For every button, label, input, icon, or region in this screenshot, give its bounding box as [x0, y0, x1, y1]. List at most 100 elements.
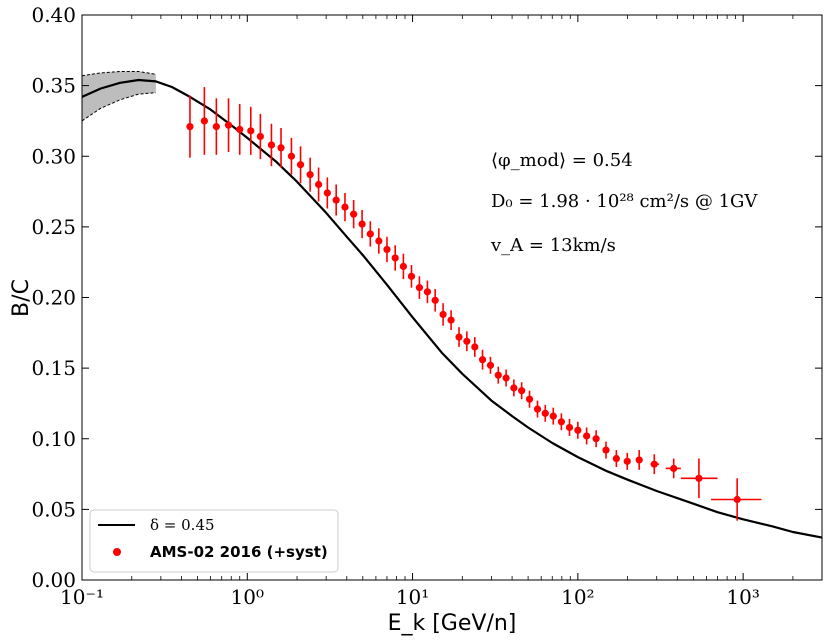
data-point	[602, 441, 610, 459]
data-point	[423, 280, 432, 304]
x-tick-label: 10⁰	[231, 585, 264, 609]
y-tick-label: 0.00	[31, 568, 76, 592]
data-marker	[287, 152, 296, 160]
data-point	[224, 98, 233, 153]
data-marker	[323, 189, 331, 197]
data-marker	[314, 180, 323, 189]
data-marker	[341, 203, 349, 211]
data-marker	[478, 356, 487, 364]
model-uncertainty-band	[81, 71, 156, 122]
data-point	[375, 228, 383, 254]
data-point	[478, 349, 487, 370]
data-point	[366, 221, 374, 247]
data-point	[502, 369, 510, 387]
y-tick-label: 0.15	[31, 356, 76, 380]
band-lower-edge	[81, 92, 156, 122]
data-marker	[256, 132, 264, 141]
data-point	[341, 192, 349, 222]
data-marker	[733, 495, 741, 504]
data-point	[623, 452, 631, 470]
data-point	[583, 427, 591, 445]
y-tick-label: 0.30	[31, 144, 76, 168]
data-marker	[366, 230, 374, 238]
data-point	[447, 310, 455, 330]
data-marker	[200, 117, 208, 125]
data-point	[256, 113, 264, 160]
data-point	[236, 103, 244, 155]
data-point	[431, 289, 439, 312]
data-point	[486, 356, 495, 374]
data-marker	[439, 310, 447, 319]
data-point	[574, 421, 582, 439]
legend: δ = 0.45 AMS-02 2016 (+syst)	[89, 509, 339, 573]
data-marker	[186, 122, 194, 131]
y-tick-label: 0.10	[31, 427, 76, 451]
data-point	[314, 167, 323, 202]
x-tick-label: 10¹	[396, 585, 429, 609]
data-point	[680, 458, 718, 499]
axis-ticks: 10⁻¹ 10⁰ 10¹ 10² 10³ 0.00 0.05 0.10 0.15 0.20 0.25…	[31, 3, 822, 609]
data-marker	[518, 387, 526, 395]
data-marker	[525, 395, 534, 403]
x-tick-label: 10⁻¹	[60, 585, 104, 609]
model-curve	[81, 78, 823, 539]
data-marker	[510, 384, 518, 392]
data-marker	[415, 284, 424, 292]
data-point	[612, 450, 620, 467]
data-marker	[391, 254, 399, 262]
data-point	[267, 123, 276, 167]
data-point	[592, 430, 600, 448]
y-axis-label: B/C	[9, 279, 34, 317]
data-point	[518, 382, 526, 400]
data-point	[650, 454, 660, 475]
data-point	[494, 366, 502, 384]
data-marker	[306, 171, 314, 179]
data-marker	[602, 446, 610, 454]
data-marker	[486, 361, 495, 369]
data-points	[186, 87, 762, 521]
data-marker	[612, 454, 620, 463]
data-marker	[383, 245, 391, 254]
data-marker	[399, 262, 407, 271]
data-marker	[236, 125, 244, 134]
data-marker	[350, 210, 358, 218]
data-marker	[455, 333, 463, 341]
data-point	[635, 450, 643, 470]
data-marker	[670, 464, 678, 473]
data-point	[455, 327, 463, 347]
data-point	[186, 95, 194, 158]
data-point	[399, 253, 407, 280]
band-upper-edge	[81, 71, 156, 77]
data-marker	[463, 337, 471, 345]
data-point	[565, 418, 574, 436]
data-marker	[502, 374, 510, 382]
data-marker	[574, 426, 582, 434]
data-marker	[423, 288, 432, 296]
data-point	[711, 478, 762, 521]
data-marker	[267, 141, 276, 149]
data-point	[541, 404, 549, 422]
data-point	[391, 245, 399, 271]
data-point	[296, 146, 305, 184]
data-point	[323, 177, 331, 209]
data-marker	[635, 456, 643, 464]
data-marker	[583, 432, 591, 440]
legend-label-model: δ = 0.45	[150, 516, 215, 534]
data-marker	[471, 343, 479, 351]
data-marker	[565, 423, 574, 432]
data-marker	[407, 272, 416, 280]
x-tick-label: 10³	[726, 585, 759, 609]
data-point	[287, 137, 296, 175]
data-marker	[541, 409, 549, 417]
data-point	[665, 458, 681, 479]
data-point	[277, 128, 285, 168]
data-marker	[695, 474, 703, 482]
legend-label-data: AMS-02 2016 (+syst)	[150, 543, 328, 561]
legend-point-swatch	[113, 548, 121, 556]
data-marker	[494, 371, 502, 379]
y-tick-label: 0.05	[31, 497, 76, 521]
annotation-d0: D₀ = 1.98 · 10²⁸ cm²/s @ 1GV	[491, 191, 758, 212]
annotation-phi-mod: ⟨φ_mod⟩ = 0.54	[491, 150, 633, 171]
data-marker	[533, 405, 542, 413]
